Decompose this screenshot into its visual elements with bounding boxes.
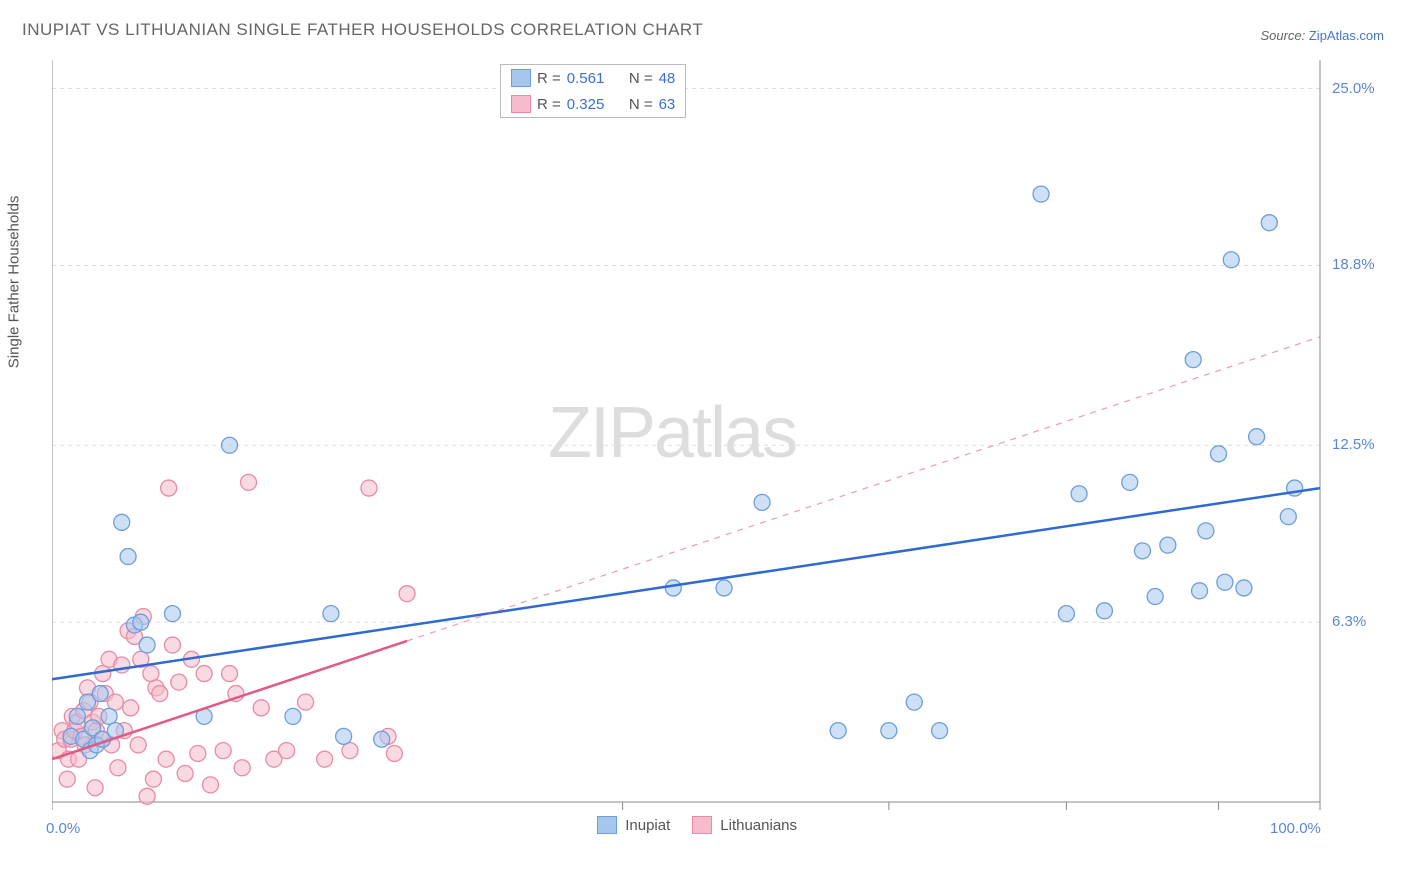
legend-swatch xyxy=(692,816,712,834)
correlation-legend: R = 0.561 N = 48 R = 0.325 N = 63 xyxy=(500,64,686,118)
legend-item: Lithuanians xyxy=(692,816,797,834)
chart-title: INUPIAT VS LITHUANIAN SINGLE FATHER HOUS… xyxy=(22,20,703,40)
legend-swatch xyxy=(511,69,531,87)
scatter-plot xyxy=(52,60,1370,832)
x-min-label: 0.0% xyxy=(46,820,80,837)
source-prefix: Source: xyxy=(1260,28,1308,43)
legend-row: R = 0.561 N = 48 xyxy=(501,65,685,91)
chart-container: INUPIAT VS LITHUANIAN SINGLE FATHER HOUS… xyxy=(0,0,1406,892)
legend-label: Lithuanians xyxy=(720,817,797,834)
series-legend: Inupiat Lithuanians xyxy=(597,816,797,834)
legend-item: Inupiat xyxy=(597,816,670,834)
y-tick-label: 12.5% xyxy=(1332,436,1375,453)
source-attribution: Source: ZipAtlas.com xyxy=(1260,28,1384,43)
legend-swatch xyxy=(511,95,531,113)
y-axis-label: Single Father Households xyxy=(6,196,23,369)
legend-label: Inupiat xyxy=(625,817,670,834)
source-link[interactable]: ZipAtlas.com xyxy=(1309,28,1384,43)
chart-area xyxy=(52,60,1370,832)
x-max-label: 100.0% xyxy=(1270,820,1321,837)
legend-row: R = 0.325 N = 63 xyxy=(501,91,685,117)
y-tick-label: 6.3% xyxy=(1332,613,1366,630)
legend-swatch xyxy=(597,816,617,834)
y-tick-label: 18.8% xyxy=(1332,256,1375,273)
y-tick-label: 25.0% xyxy=(1332,80,1375,97)
